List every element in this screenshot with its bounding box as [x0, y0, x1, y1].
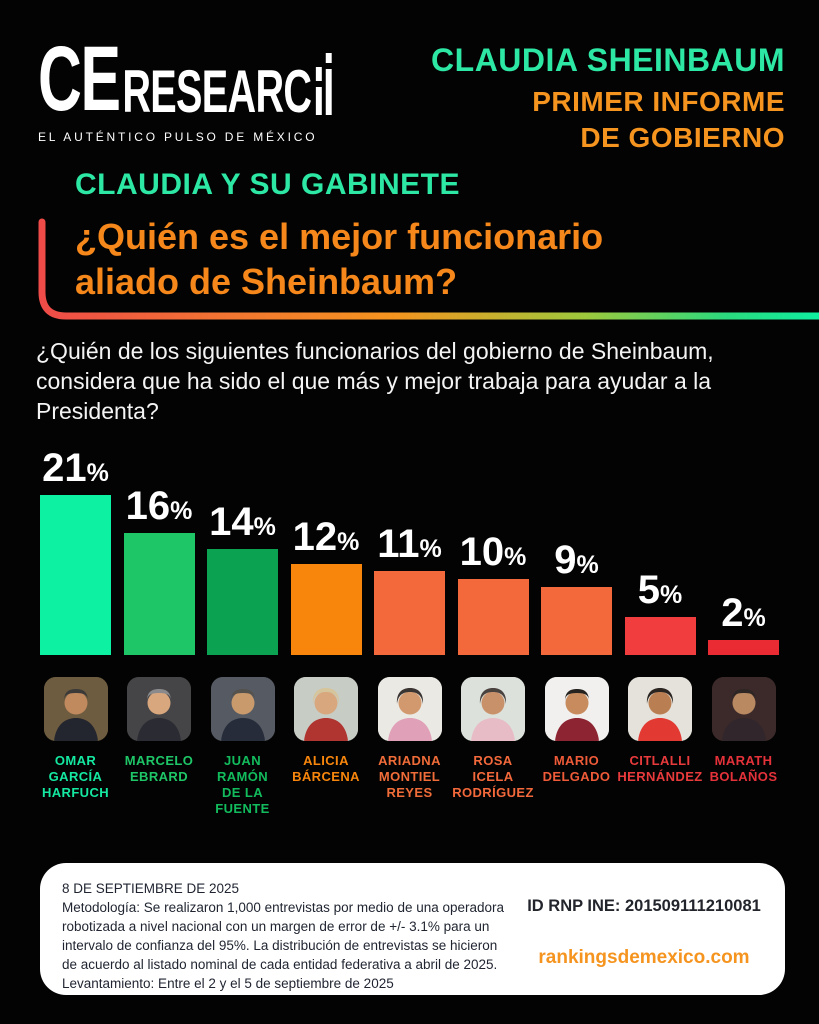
bar-value-label: 10%	[459, 530, 527, 574]
chart-bar	[123, 533, 195, 655]
chart-column-1: 21% OMAR GARCÍA HARFUCH	[40, 448, 111, 817]
chart-column-2: 16% MARCELO EBRARD	[123, 448, 195, 817]
chart-bar	[40, 495, 111, 655]
person-name: CITLALLI HERNÁNDEZ	[617, 753, 703, 784]
person-name: MARCELO EBRARD	[124, 753, 194, 784]
bar-value-label: 2%	[721, 591, 766, 635]
website-link[interactable]: rankingsdemexico.com	[538, 947, 750, 968]
survey-date: 8 DE SEPTIEMBRE DE 2025	[62, 881, 240, 896]
rnp-ine-id: ID RNP INE: 201509111210081	[527, 897, 761, 915]
report-title-block: CLAUDIA SHEINBAUM PRIMER INFORME DE GOBI…	[431, 42, 785, 158]
logo-tagline: EL AUTÉNTICO PULSO DE MÉXICO	[38, 129, 318, 144]
chart-column-6: 10% ROSA ICELA RODRÍGUEZ	[452, 448, 533, 817]
bar-chart: 21% OMAR GARCÍA HARFUCH 16% MARCELO EBRA…	[40, 448, 779, 817]
fieldwork-text: Levantamiento: Entre el 2 y el 5 de sept…	[62, 976, 394, 991]
chart-column-8: 5% CITLALLI HERNÁNDEZ	[617, 448, 702, 817]
report-title-line3: DE GOBIERNO	[580, 122, 785, 153]
survey-question: ¿Quién de los siguientes funcionarios de…	[36, 338, 714, 424]
person-photo	[628, 677, 692, 741]
person-photo	[294, 677, 358, 741]
logo-wordmark: CE RESEARC	[38, 28, 336, 130]
bar-value-label: 14%	[209, 500, 276, 544]
chart-bar	[207, 549, 278, 655]
chart-bar	[290, 564, 362, 655]
bar-value-label: 5%	[637, 568, 683, 612]
methodology-text: Metodología: Se realizaron 1,000 entrevi…	[62, 900, 505, 972]
person-photo	[127, 677, 191, 741]
person-photo	[544, 677, 609, 741]
chart-column-9: 2% MARATH BOLAÑOS	[708, 448, 779, 817]
logo-research-text: RESEARC	[122, 57, 312, 125]
methodology-card: 8 DE SEPTIEMBRE DE 2025 Metodología: Se …	[40, 863, 785, 995]
section-kicker: CLAUDIA Y SU GABINETE	[75, 168, 460, 201]
bar-value-label: 12%	[292, 515, 360, 559]
section-heading-line2: aliado de Sheinbaum?	[75, 261, 458, 302]
chart-bar	[457, 579, 529, 655]
person-name: ARIADNA MONTIEL REYES	[378, 753, 441, 800]
equalizer-h-icon	[315, 52, 332, 115]
section-heading: ¿Quién es el mejor funcionario aliado de…	[75, 214, 603, 304]
person-photo	[377, 677, 442, 741]
section-heading-line1: ¿Quién es el mejor funcionario	[75, 216, 604, 257]
bar-value-label: 11%	[377, 522, 442, 566]
person-name: OMAR GARCÍA HARFUCH	[41, 753, 110, 800]
title-accent-rule	[38, 218, 819, 320]
methodology-text-block: 8 DE SEPTIEMBRE DE 2025 Metodología: Se …	[62, 879, 514, 993]
chart-column-5: 11% ARIADNA MONTIEL REYES	[374, 448, 445, 817]
person-photo	[461, 677, 525, 741]
person-name: MARIO DELGADO	[542, 753, 611, 784]
chart-column-3: 14% JUAN RAMÓN DE LA FUENTE	[207, 448, 278, 817]
report-title-line1: CLAUDIA SHEINBAUM	[431, 42, 785, 78]
chart-bar	[541, 587, 612, 655]
bar-value-label: 9%	[554, 538, 599, 582]
chart-column-4: 12% ALICIA BÁRCENA	[290, 448, 362, 817]
bar-value-label: 16%	[125, 484, 193, 528]
chart-column-7: 9% MARIO DELGADO	[541, 448, 612, 817]
person-name: MARATH BOLAÑOS	[709, 753, 778, 784]
person-photo	[43, 677, 108, 741]
ce-research-logo: CE RESEARC EL AUTÉNTICO PULSO DE MÉXICO	[38, 28, 489, 144]
chart-bar	[374, 571, 445, 655]
person-photo	[711, 677, 776, 741]
person-name: ROSA ICELA RODRÍGUEZ	[452, 753, 534, 800]
person-name: JUAN RAMÓN DE LA FUENTE	[215, 753, 270, 816]
person-photo	[210, 677, 275, 741]
bar-value-label: 21%	[42, 446, 109, 490]
logo-ce-text: CE	[38, 28, 121, 130]
report-title-line2: PRIMER INFORME	[532, 86, 785, 117]
person-name: ALICIA BÁRCENA	[292, 753, 360, 784]
chart-bar	[624, 617, 696, 655]
chart-bar	[708, 640, 779, 655]
